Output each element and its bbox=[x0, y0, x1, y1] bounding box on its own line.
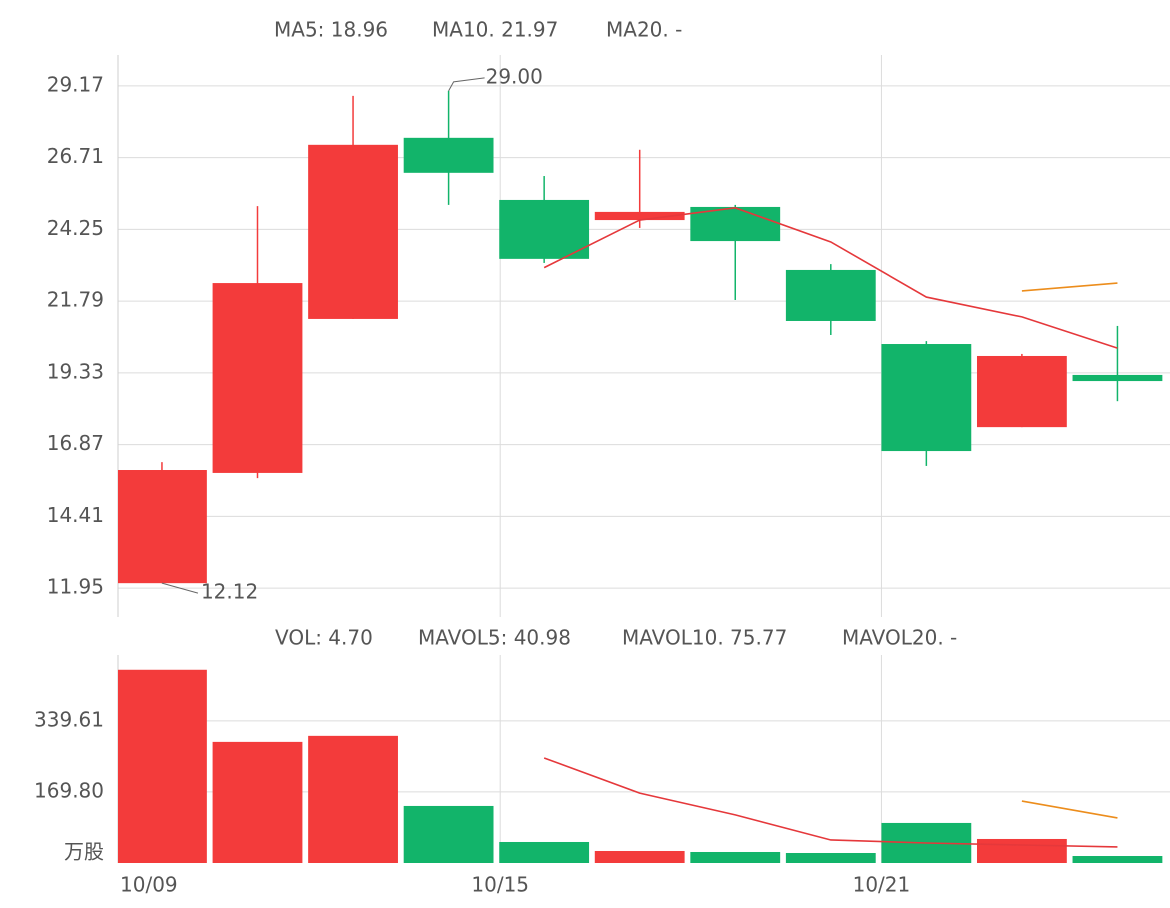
y-tick-label: 169.80 bbox=[34, 778, 104, 802]
annotation-leader bbox=[448, 77, 485, 92]
candle-body bbox=[499, 199, 590, 259]
legend-entry: MAVOL10. 75.77 bbox=[622, 626, 787, 650]
ma-line bbox=[543, 757, 1118, 848]
annotation-leader bbox=[161, 582, 199, 594]
x-tick-label: 10/21 bbox=[853, 873, 911, 897]
legend-entry: VOL: 4.70 bbox=[275, 626, 373, 650]
legend-entry: MAVOL5: 40.98 bbox=[418, 626, 571, 650]
legend-entry: MAVOL20. - bbox=[842, 626, 957, 650]
y-tick-label: 26.71 bbox=[47, 144, 104, 168]
volume-bar bbox=[976, 838, 1067, 863]
candle-body bbox=[594, 211, 685, 221]
y-tick-label: 14.41 bbox=[47, 503, 104, 527]
y-unit: 万股 bbox=[64, 840, 104, 864]
candle-body bbox=[785, 269, 876, 321]
annotation: 29.00 bbox=[486, 64, 543, 88]
annotation: 12.12 bbox=[201, 580, 258, 604]
volume-bar bbox=[118, 669, 207, 863]
candle-body bbox=[881, 344, 972, 452]
candle-body bbox=[403, 137, 494, 173]
volume-bar bbox=[212, 741, 303, 863]
y-tick-label: 11.95 bbox=[47, 575, 104, 599]
volume-bar bbox=[499, 841, 590, 863]
candle-body bbox=[212, 283, 303, 473]
candle-body bbox=[1072, 374, 1163, 382]
x-tick-label: 10/15 bbox=[471, 873, 529, 897]
legend-entry: MA10. 21.97 bbox=[432, 18, 558, 42]
y-tick-label: 339.61 bbox=[34, 707, 104, 731]
y-tick-label: 29.17 bbox=[47, 72, 104, 96]
x-tick-label: 10/09 bbox=[120, 873, 178, 897]
ma-line bbox=[543, 207, 1118, 349]
plot-area bbox=[118, 90, 1163, 584]
volume-bar bbox=[594, 850, 685, 863]
volume-bar bbox=[403, 805, 494, 863]
y-tick-label: 19.33 bbox=[47, 359, 104, 383]
candle-body bbox=[308, 144, 398, 319]
candle-body bbox=[118, 470, 207, 584]
legend-entry: MA20. - bbox=[606, 18, 682, 42]
ma-line bbox=[1021, 282, 1118, 292]
candle-body bbox=[690, 206, 781, 242]
y-tick-label: 24.25 bbox=[47, 216, 104, 240]
plot-area bbox=[118, 669, 1163, 863]
volume-bar bbox=[785, 852, 876, 863]
y-tick-label: 16.87 bbox=[47, 431, 104, 455]
legend-entry: MA5: 18.96 bbox=[274, 18, 388, 42]
volume-bar bbox=[690, 851, 781, 863]
volume-bar bbox=[1072, 856, 1163, 863]
volume-bar bbox=[308, 735, 398, 863]
y-tick-label: 21.79 bbox=[47, 288, 104, 312]
candle-body bbox=[976, 355, 1067, 428]
ma-line bbox=[1021, 800, 1118, 819]
